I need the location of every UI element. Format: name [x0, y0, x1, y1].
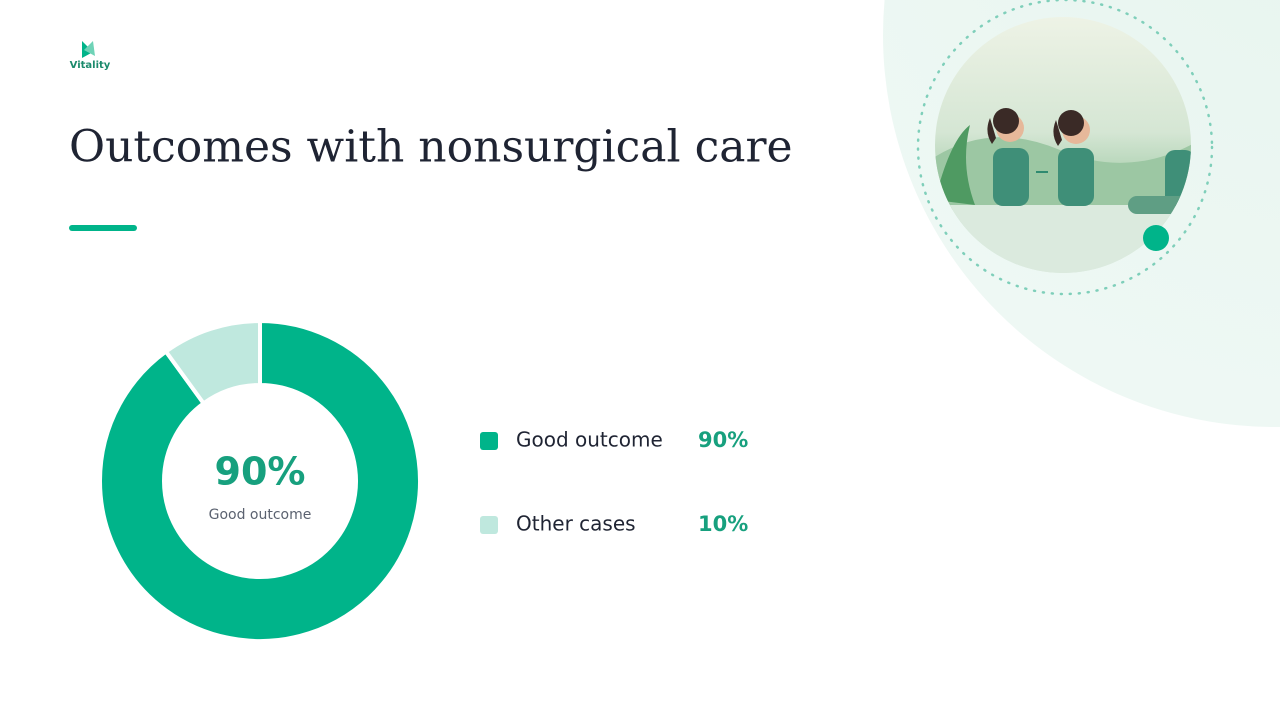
legend-swatch	[480, 432, 498, 450]
legend-label: Other cases	[516, 512, 636, 536]
legend: Good outcome 90% Other cases 10%	[480, 428, 748, 536]
logo-text: Vitality	[70, 60, 111, 71]
center-value: 90%	[215, 450, 306, 494]
legend-value: 90%	[698, 428, 748, 452]
legend-value: 10%	[698, 512, 748, 536]
dotted-ring	[916, 0, 1214, 296]
legend-swatch	[480, 516, 498, 534]
donut-segment	[98, 318, 422, 643]
accent-dot	[1143, 225, 1169, 251]
accent-bar	[69, 225, 137, 231]
donut-segment	[163, 318, 262, 407]
logo: Vitality	[70, 41, 111, 71]
center-label: Good outcome	[209, 507, 312, 523]
donut	[98, 318, 422, 643]
chart-title: Outcomes with nonsurgical care	[69, 122, 793, 173]
legend-label: Good outcome	[516, 428, 663, 452]
